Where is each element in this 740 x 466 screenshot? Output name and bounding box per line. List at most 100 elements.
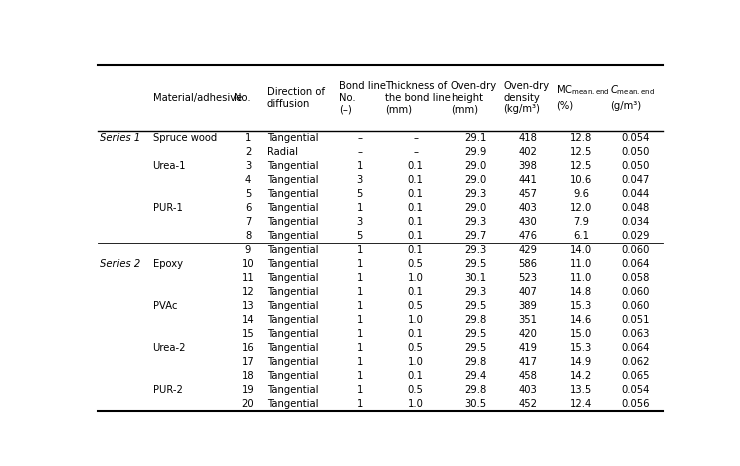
Text: 1: 1 <box>245 133 251 143</box>
Text: 29.5: 29.5 <box>464 343 486 353</box>
Text: Material/adhesive: Material/adhesive <box>152 93 242 103</box>
Text: 30.5: 30.5 <box>464 399 486 409</box>
Text: Tangential: Tangential <box>267 175 318 185</box>
Text: MC$_{\mathregular{mean.end}}$: MC$_{\mathregular{mean.end}}$ <box>556 83 609 97</box>
Text: Series 1: Series 1 <box>101 133 141 143</box>
Text: 0.060: 0.060 <box>622 301 650 311</box>
Text: 5: 5 <box>357 189 363 199</box>
Text: 1: 1 <box>357 357 363 367</box>
Text: (g/m³): (g/m³) <box>610 101 642 111</box>
Text: 0.034: 0.034 <box>622 217 650 227</box>
Text: 0.5: 0.5 <box>408 259 423 269</box>
Text: 17: 17 <box>242 357 255 367</box>
Text: 16: 16 <box>242 343 255 353</box>
Text: 29.8: 29.8 <box>464 315 486 325</box>
Text: 398: 398 <box>518 161 537 171</box>
Text: 1: 1 <box>357 315 363 325</box>
Text: Tangential: Tangential <box>267 371 318 381</box>
Text: 1.0: 1.0 <box>408 315 423 325</box>
Text: 29.5: 29.5 <box>464 301 486 311</box>
Text: 29.4: 29.4 <box>464 371 486 381</box>
Text: 12.5: 12.5 <box>570 161 593 171</box>
Text: 4: 4 <box>245 175 251 185</box>
Text: 0.1: 0.1 <box>408 371 423 381</box>
Text: –: – <box>413 147 418 157</box>
Text: 29.5: 29.5 <box>464 259 486 269</box>
Text: PUR-1: PUR-1 <box>152 203 183 213</box>
Text: Tangential: Tangential <box>267 399 318 409</box>
Text: 0.056: 0.056 <box>622 399 650 409</box>
Text: 0.047: 0.047 <box>622 175 650 185</box>
Text: 1: 1 <box>357 259 363 269</box>
Text: 6: 6 <box>245 203 251 213</box>
Text: 15: 15 <box>242 329 255 339</box>
Text: 0.054: 0.054 <box>622 133 650 143</box>
Text: Tangential: Tangential <box>267 343 318 353</box>
Text: 0.048: 0.048 <box>622 203 650 213</box>
Text: 476: 476 <box>518 231 537 241</box>
Text: 14.6: 14.6 <box>570 315 593 325</box>
Text: Epoxy: Epoxy <box>152 259 183 269</box>
Text: 0.060: 0.060 <box>622 287 650 297</box>
Text: Bond line
No.
(–): Bond line No. (–) <box>339 81 386 114</box>
Text: 0.058: 0.058 <box>622 273 650 283</box>
Text: 14.9: 14.9 <box>570 357 593 367</box>
Text: Direction of
diffusion: Direction of diffusion <box>267 87 325 109</box>
Text: 0.5: 0.5 <box>408 301 423 311</box>
Text: 1: 1 <box>357 371 363 381</box>
Text: Thickness of
the bond line
(mm): Thickness of the bond line (mm) <box>385 81 451 114</box>
Text: 0.065: 0.065 <box>622 371 650 381</box>
Text: Tangential: Tangential <box>267 301 318 311</box>
Text: Tangential: Tangential <box>267 189 318 199</box>
Text: 12: 12 <box>242 287 255 297</box>
Text: 9: 9 <box>245 245 251 255</box>
Text: 15.3: 15.3 <box>570 343 593 353</box>
Text: 441: 441 <box>518 175 537 185</box>
Text: 0.062: 0.062 <box>622 357 650 367</box>
Text: PVAc: PVAc <box>152 301 177 311</box>
Text: 1: 1 <box>357 203 363 213</box>
Text: Tangential: Tangential <box>267 385 318 395</box>
Text: 0.050: 0.050 <box>622 161 650 171</box>
Text: 523: 523 <box>518 273 537 283</box>
Text: 0.1: 0.1 <box>408 175 423 185</box>
Text: 14.0: 14.0 <box>571 245 592 255</box>
Text: 0.1: 0.1 <box>408 245 423 255</box>
Text: 458: 458 <box>518 371 537 381</box>
Text: 3: 3 <box>357 175 363 185</box>
Text: 5: 5 <box>245 189 251 199</box>
Text: 12.8: 12.8 <box>570 133 593 143</box>
Text: 0.1: 0.1 <box>408 189 423 199</box>
Text: 11.0: 11.0 <box>570 259 593 269</box>
Text: 7: 7 <box>245 217 251 227</box>
Text: 1: 1 <box>357 329 363 339</box>
Text: 15.3: 15.3 <box>570 301 593 311</box>
Text: Urea-1: Urea-1 <box>152 161 186 171</box>
Text: 0.1: 0.1 <box>408 203 423 213</box>
Text: 0.050: 0.050 <box>622 147 650 157</box>
Text: 3: 3 <box>357 217 363 227</box>
Text: 389: 389 <box>518 301 537 311</box>
Text: 452: 452 <box>518 399 537 409</box>
Text: 29.0: 29.0 <box>464 203 486 213</box>
Text: 419: 419 <box>518 343 537 353</box>
Text: 6.1: 6.1 <box>574 231 589 241</box>
Text: 0.063: 0.063 <box>622 329 650 339</box>
Text: 403: 403 <box>518 385 537 395</box>
Text: 14.8: 14.8 <box>571 287 592 297</box>
Text: 18: 18 <box>242 371 255 381</box>
Text: 15.0: 15.0 <box>570 329 593 339</box>
Text: 29.1: 29.1 <box>464 133 486 143</box>
Text: Tangential: Tangential <box>267 203 318 213</box>
Text: 29.7: 29.7 <box>464 231 486 241</box>
Text: 0.060: 0.060 <box>622 245 650 255</box>
Text: 5: 5 <box>357 231 363 241</box>
Text: 1: 1 <box>357 301 363 311</box>
Text: 1.0: 1.0 <box>408 399 423 409</box>
Text: Urea-2: Urea-2 <box>152 343 186 353</box>
Text: 1: 1 <box>357 343 363 353</box>
Text: 420: 420 <box>518 329 537 339</box>
Text: 20: 20 <box>242 399 255 409</box>
Text: 407: 407 <box>518 287 537 297</box>
Text: 1.0: 1.0 <box>408 273 423 283</box>
